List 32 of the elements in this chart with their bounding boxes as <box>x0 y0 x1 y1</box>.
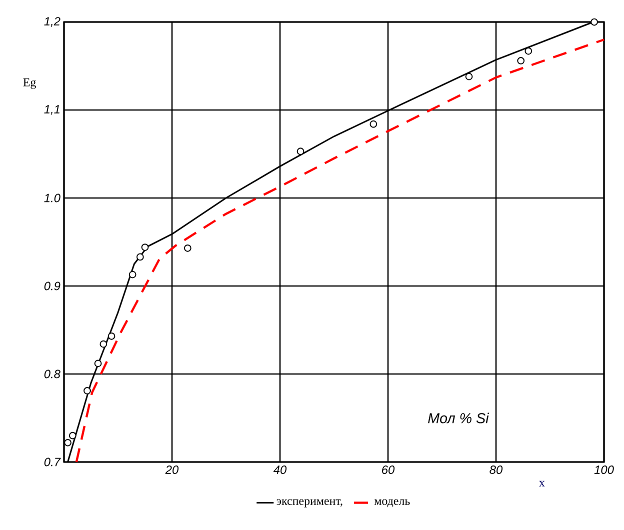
point <box>296 148 304 156</box>
point <box>64 438 72 446</box>
x-tick-label: 40 <box>273 466 287 474</box>
x-tick-label: 60 <box>382 466 395 474</box>
legend-label: эксперимент, <box>276 499 342 508</box>
point <box>68 432 76 440</box>
annotation: Мол % Si <box>428 412 490 424</box>
point <box>524 47 532 55</box>
y-tick-label: 1,1 <box>44 105 60 115</box>
point <box>94 360 102 368</box>
y-axis-title: Eg <box>23 78 36 89</box>
y-tick-label: 0.7 <box>44 458 61 466</box>
x-tick-label: 80 <box>490 466 503 474</box>
point <box>128 270 136 278</box>
y-tick-label: 0.9 <box>44 282 60 290</box>
point <box>141 244 149 251</box>
y-tick-label: 1.0 <box>44 194 60 202</box>
y-tick-label: 0.8 <box>44 370 60 378</box>
point <box>100 340 108 348</box>
point <box>370 120 378 128</box>
point <box>136 253 144 261</box>
x-tick-label: 20 <box>165 466 179 474</box>
point <box>590 18 598 26</box>
x-axis-title: x <box>539 480 545 486</box>
point <box>108 332 116 340</box>
point <box>84 387 91 394</box>
point <box>465 72 473 80</box>
y-tick-label: 1,2 <box>44 17 60 27</box>
point <box>517 57 525 64</box>
x-tick-label: 100 <box>594 466 614 474</box>
legend-label: модель <box>374 499 410 508</box>
point <box>184 244 192 252</box>
